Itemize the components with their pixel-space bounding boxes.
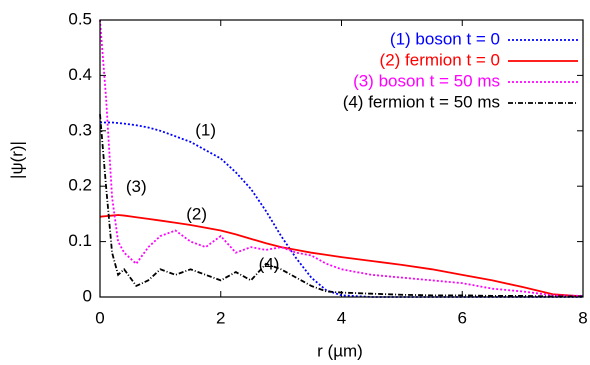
y-tick-label: 0.1 — [68, 231, 92, 250]
annotation: (2) — [186, 204, 207, 223]
x-axis-label: r (µm) — [317, 341, 363, 360]
annotation: (3) — [126, 177, 147, 196]
x-tick-label: 6 — [458, 308, 467, 327]
series-line — [99, 214, 584, 298]
x-tick-label: 2 — [216, 308, 225, 327]
series-line — [100, 121, 583, 298]
legend-label: (1) boson t = 0 — [390, 29, 500, 48]
y-tick-label: 0 — [83, 286, 92, 305]
legend-label: (4) fermion t = 50 ms — [343, 92, 500, 111]
y-tick-label: 0.3 — [68, 120, 92, 139]
y-tick-label: 0.4 — [68, 65, 92, 84]
legend-label: (3) boson t = 50 ms — [353, 71, 500, 90]
series-line — [99, 19, 584, 297]
y-axis-label: |ψ(r)| — [7, 141, 26, 179]
annotation: (1) — [195, 120, 216, 139]
plot-frame — [99, 19, 584, 298]
x-tick-label: 0 — [95, 308, 104, 327]
legend-label: (2) fermion t = 0 — [380, 50, 500, 69]
annotation: (4) — [259, 254, 280, 273]
x-tick-label: 4 — [337, 308, 346, 327]
series-line — [99, 114, 583, 298]
y-tick-label: 0.5 — [68, 9, 92, 28]
x-tick-label: 8 — [578, 308, 587, 327]
y-tick-label: 0.2 — [68, 176, 92, 195]
